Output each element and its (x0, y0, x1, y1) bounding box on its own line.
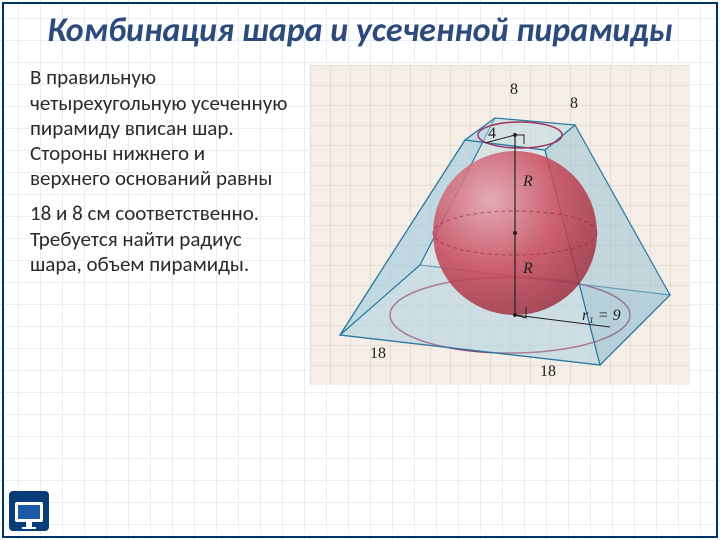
content-area: В правильную четырехугольную усеченную п… (0, 55, 720, 405)
slide-title: Комбинация шара и усеченной пирамиды (0, 0, 720, 55)
label-top-8b: 8 (570, 95, 578, 113)
diagram: 8 8 4 R R 18 18 r₁ = 9 (310, 65, 690, 385)
label-R-upper: R (523, 173, 533, 191)
label-r1: r₁ = 9 (582, 307, 621, 325)
label-top-r4: 4 (488, 125, 496, 143)
label-bottom-18b: 18 (540, 363, 556, 381)
paragraph-1: В правильную четырехугольную усеченную п… (30, 65, 290, 191)
label-bottom-18a: 18 (370, 345, 386, 363)
figure-column: 8 8 4 R R 18 18 r₁ = 9 (310, 65, 690, 385)
corner-logo-icon (8, 490, 50, 532)
label-top-8a: 8 (510, 81, 518, 99)
problem-text: В правильную четырехугольную усеченную п… (30, 65, 290, 385)
diagram-svg (310, 65, 690, 385)
paragraph-2: 18 и 8 см соответственно. Требуется найт… (30, 201, 290, 277)
label-R-lower: R (523, 260, 533, 278)
